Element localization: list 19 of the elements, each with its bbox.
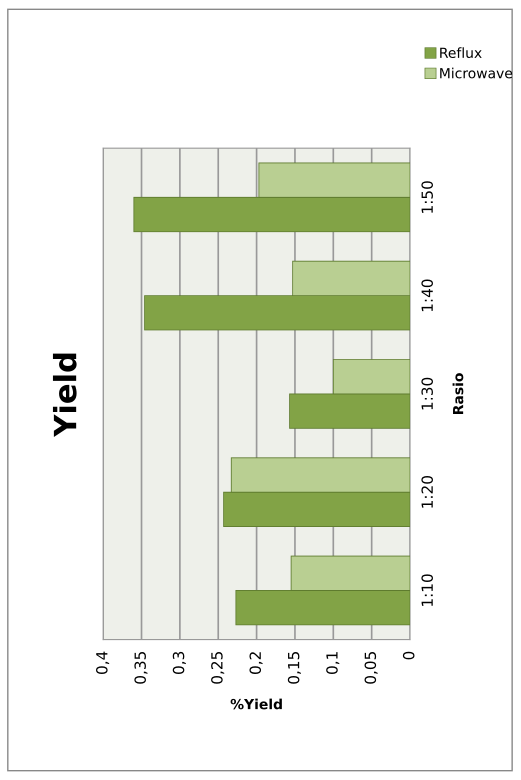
y-tick-label: 1:20 xyxy=(421,476,433,508)
legend-label: Reflux xyxy=(440,47,482,58)
x-tick-label: 0,1 xyxy=(326,652,340,674)
y-tick-label: 1:10 xyxy=(421,574,433,606)
x-tick-label: 0,35 xyxy=(134,652,148,684)
x-tick-label: 0,05 xyxy=(364,652,378,684)
y-axis-title: Rasio xyxy=(452,373,464,414)
x-tick-label: 0 xyxy=(402,652,414,660)
text: Yield xyxy=(52,354,77,438)
x-tick-label: 0,15 xyxy=(288,652,301,684)
y-tick-label: 1:40 xyxy=(421,279,433,312)
x-axis-title: %Yield xyxy=(230,698,282,710)
x-tick-label: 0,2 xyxy=(249,652,263,674)
x-tick-label: 0,4 xyxy=(96,652,110,674)
x-tick-label: 0,3 xyxy=(172,652,186,674)
y-tick-label: 1:50 xyxy=(421,181,433,213)
y-tick-label: 1:30 xyxy=(421,378,433,410)
x-tick-label: 0,25 xyxy=(211,652,224,684)
legend-label: Microwave xyxy=(440,68,512,78)
